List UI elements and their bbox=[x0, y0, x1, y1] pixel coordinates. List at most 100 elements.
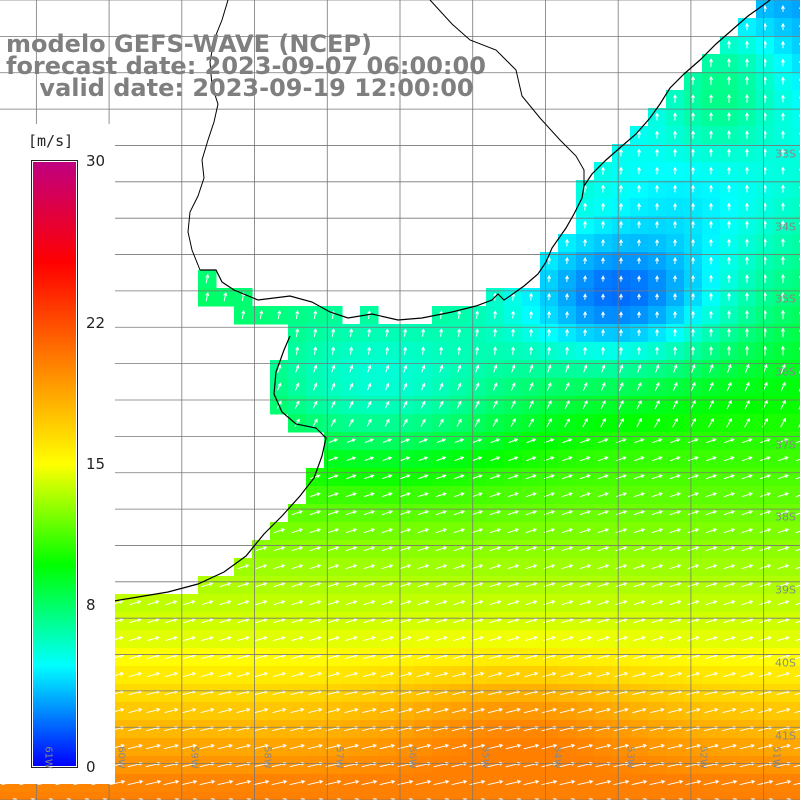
wind-arrow bbox=[618, 417, 624, 428]
wind-arrow bbox=[673, 130, 678, 139]
wind-arrow bbox=[453, 618, 466, 624]
wind-cell bbox=[756, 792, 775, 800]
wind-arrow bbox=[673, 310, 677, 319]
wind-arrow bbox=[745, 310, 749, 319]
wind-arrow bbox=[435, 582, 448, 588]
wind-arrow bbox=[525, 564, 538, 570]
wind-arrow bbox=[583, 275, 587, 282]
wind-arrow bbox=[673, 256, 677, 265]
wind-arrow bbox=[633, 564, 646, 570]
wind-arrow bbox=[381, 618, 394, 624]
wind-arrow bbox=[690, 417, 696, 428]
wind-arrow bbox=[705, 582, 718, 588]
wind-arrow bbox=[309, 528, 322, 534]
wind-arrow bbox=[637, 293, 641, 300]
wind-arrow bbox=[255, 618, 268, 624]
wind-arrow bbox=[685, 744, 702, 750]
wind-arrow bbox=[547, 274, 552, 283]
lat-label: 37S bbox=[775, 438, 796, 452]
wind-arrow bbox=[255, 564, 268, 570]
wind-arrow bbox=[742, 438, 753, 444]
wind-arrow bbox=[795, 620, 800, 624]
wind-cell bbox=[306, 792, 325, 800]
wind-arrow bbox=[745, 184, 749, 193]
wind-arrow bbox=[487, 779, 504, 786]
wind-arrow bbox=[781, 166, 785, 175]
wind-arrow bbox=[381, 528, 394, 534]
wind-arrow bbox=[474, 382, 480, 391]
wind-cell bbox=[288, 792, 307, 800]
wind-arrow bbox=[655, 112, 660, 121]
wind-arrow bbox=[511, 310, 516, 319]
wind-arrow bbox=[200, 672, 215, 678]
wind-arrow bbox=[722, 708, 737, 714]
wind-arrow bbox=[781, 58, 785, 67]
wind-arrow bbox=[637, 346, 642, 355]
wind-arrow bbox=[577, 743, 594, 750]
wind-arrow bbox=[381, 636, 394, 642]
wind-arrow bbox=[471, 600, 484, 606]
wind-arrow bbox=[471, 564, 484, 570]
wind-cell bbox=[792, 270, 800, 289]
wind-arrow bbox=[691, 346, 696, 355]
wind-arrow bbox=[709, 292, 713, 301]
wind-arrow bbox=[619, 238, 623, 247]
wind-arrow bbox=[727, 274, 731, 283]
wind-arrow bbox=[745, 345, 749, 356]
wind-arrow bbox=[651, 474, 663, 480]
wind-arrow bbox=[745, 40, 749, 49]
wind-arrow bbox=[745, 274, 749, 283]
wind-cell bbox=[792, 36, 800, 55]
wind-cell bbox=[216, 792, 235, 800]
wind-arrow bbox=[363, 528, 376, 534]
wind-cell bbox=[792, 756, 800, 775]
wind-cell bbox=[792, 648, 800, 667]
wind-arrow bbox=[691, 76, 696, 85]
wind-arrow bbox=[634, 438, 645, 444]
lat-label: 33S bbox=[775, 147, 796, 161]
wind-cell bbox=[558, 792, 577, 800]
wind-arrow bbox=[614, 708, 629, 714]
wind-arrow bbox=[272, 672, 287, 678]
lon-label: 56W bbox=[406, 746, 418, 769]
wind-arrow bbox=[312, 400, 318, 409]
wind-arrow bbox=[129, 600, 142, 606]
wind-arrow bbox=[403, 364, 408, 373]
wind-arrow bbox=[655, 364, 660, 373]
wind-arrow bbox=[219, 636, 232, 642]
wind-arrow bbox=[691, 328, 695, 337]
wind-cell bbox=[792, 216, 800, 235]
wind-arrow bbox=[618, 399, 624, 410]
wind-arrow bbox=[690, 399, 696, 410]
wind-arrow bbox=[490, 456, 501, 462]
wind-arrow bbox=[127, 744, 143, 750]
wind-arrow bbox=[709, 112, 713, 121]
wind-arrow bbox=[439, 310, 444, 319]
wind-arrow bbox=[277, 309, 282, 320]
wind-arrow bbox=[597, 546, 610, 552]
wind-arrow bbox=[237, 636, 250, 642]
wind-arrow bbox=[259, 309, 264, 320]
wind-arrow bbox=[652, 438, 663, 444]
wind-arrow bbox=[709, 274, 713, 283]
wind-arrow bbox=[691, 202, 695, 211]
wind-arrow bbox=[709, 202, 713, 211]
wind-arrow bbox=[546, 382, 552, 392]
wind-arrow bbox=[706, 438, 717, 444]
wind-arrow bbox=[507, 618, 520, 624]
wind-arrow bbox=[651, 528, 664, 534]
wind-arrow bbox=[254, 708, 269, 714]
wind-arrow bbox=[668, 708, 683, 714]
wind-arrow bbox=[650, 672, 665, 678]
wind-arrow bbox=[615, 510, 628, 516]
wind-arrow bbox=[687, 492, 699, 498]
wind-cell bbox=[792, 630, 800, 649]
wind-arrow bbox=[777, 564, 790, 570]
wind-cell bbox=[774, 792, 793, 800]
wind-arrow bbox=[201, 636, 214, 642]
wind-arrow bbox=[525, 636, 538, 642]
lon-label: 52W bbox=[697, 746, 709, 769]
wind-cell bbox=[144, 792, 163, 800]
wind-arrow bbox=[709, 256, 713, 265]
